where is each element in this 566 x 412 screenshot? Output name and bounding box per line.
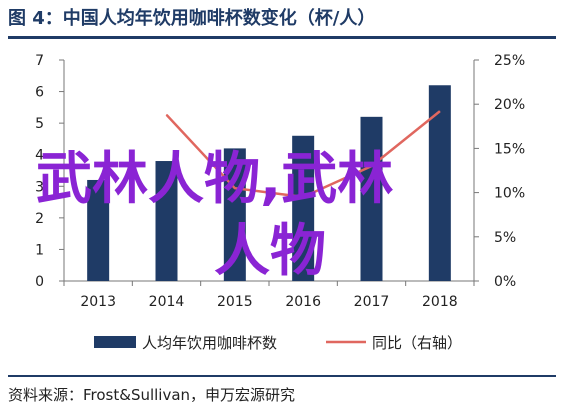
y-right-tick-label: 20% xyxy=(494,97,525,113)
line-point xyxy=(166,114,167,116)
x-tick-label: 2017 xyxy=(354,294,390,310)
source-rule xyxy=(8,375,556,377)
y-left-tick-label: 5 xyxy=(35,116,44,132)
y-left-tick-label: 4 xyxy=(35,148,44,164)
y-left-tick-label: 7 xyxy=(35,53,44,69)
legend-label-line: 同比（右轴） xyxy=(372,334,462,352)
y-left-tick-label: 1 xyxy=(35,242,44,258)
y-left-tick-label: 0 xyxy=(35,274,44,290)
bar xyxy=(428,85,451,281)
line-point xyxy=(371,165,372,167)
y-left-tick-label: 6 xyxy=(35,85,44,101)
bar xyxy=(292,135,315,281)
y-left-tick-label: 3 xyxy=(35,179,44,195)
bar xyxy=(155,161,178,281)
bar xyxy=(360,116,383,281)
line-point xyxy=(234,187,236,189)
legend-label-bar: 人均年饮用咖啡杯数 xyxy=(142,334,277,352)
y-right-tick-label: 0% xyxy=(494,274,516,290)
bar xyxy=(87,179,110,281)
bar xyxy=(223,148,246,281)
source-note: 资料来源：Frost&Sullivan，申万宏源研究 xyxy=(8,386,296,404)
chart-axes: 0 1 2 3 4 5 6 7 0% 5% 10% 15% 20% 25% 2013 2014 2015 2016… xyxy=(35,53,525,310)
y-right-tick-label: 5% xyxy=(494,230,516,246)
line-point xyxy=(302,196,304,198)
x-tick-label: 2016 xyxy=(285,294,321,310)
y-right-tick-label: 10% xyxy=(494,186,525,202)
line-series xyxy=(165,110,441,199)
chart-legend: 人均年饮用咖啡杯数 同比（右轴） xyxy=(94,334,462,352)
x-tick-label: 2014 xyxy=(149,294,185,310)
y-right-tick-label: 15% xyxy=(494,141,525,157)
y-left-tick-label: 2 xyxy=(35,211,44,227)
y-right-tick-label: 25% xyxy=(494,53,525,69)
title-rule xyxy=(8,36,556,39)
x-tick-label: 2013 xyxy=(80,294,116,310)
chart-title: 图 4：中国人均年饮用咖啡杯数变化（杯/人） xyxy=(8,8,376,29)
bar-series xyxy=(87,85,451,281)
x-tick-label: 2018 xyxy=(422,294,458,310)
line-point xyxy=(439,110,441,112)
legend-swatch-bar xyxy=(94,336,136,348)
x-tick-label: 2015 xyxy=(217,294,253,310)
